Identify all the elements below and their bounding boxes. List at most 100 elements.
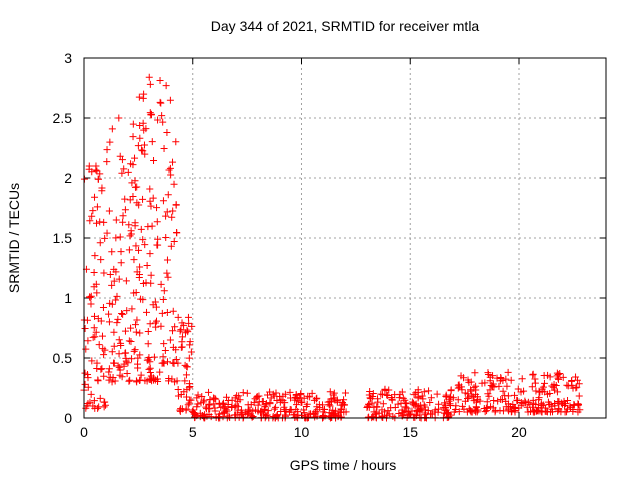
data-point: [147, 271, 155, 279]
y-tick-label: 1: [64, 290, 72, 306]
data-point: [529, 396, 537, 404]
data-point: [121, 327, 129, 335]
data-point: [100, 403, 108, 411]
data-point: [164, 377, 172, 385]
data-point: [92, 162, 100, 170]
data-point: [163, 269, 171, 277]
data-point: [540, 401, 548, 409]
data-point: [170, 238, 178, 246]
data-point: [108, 281, 116, 289]
data-point: [123, 369, 131, 377]
data-point: [302, 403, 310, 411]
data-point: [91, 193, 99, 201]
data-point: [161, 347, 169, 355]
data-point: [148, 222, 156, 230]
data-point: [422, 409, 430, 417]
data-point: [136, 376, 144, 384]
data-point: [174, 359, 182, 367]
data-point: [130, 289, 138, 297]
data-point: [185, 354, 193, 362]
data-point: [483, 404, 491, 412]
data-point: [273, 412, 281, 420]
data-point: [183, 326, 191, 334]
data-point: [101, 234, 109, 242]
data-point: [89, 402, 97, 410]
data-point: [272, 403, 280, 411]
data-point: [178, 319, 186, 327]
data-point: [564, 397, 572, 405]
data-point: [139, 94, 147, 102]
data-point: [266, 400, 274, 408]
data-point: [511, 406, 519, 414]
data-point: [503, 382, 511, 390]
data-point: [139, 279, 147, 287]
data-point: [94, 377, 102, 385]
data-point: [160, 287, 168, 295]
data-point: [196, 409, 204, 417]
data-point: [115, 336, 123, 344]
x-tick-label: 20: [511, 424, 527, 440]
data-point: [410, 413, 418, 421]
data-point: [146, 80, 154, 88]
data-point: [185, 384, 193, 392]
data-point: [513, 397, 521, 405]
data-point: [304, 392, 312, 400]
data-point: [491, 408, 499, 416]
data-point: [544, 371, 552, 379]
data-point: [128, 305, 136, 313]
data-point: [174, 386, 182, 394]
data-point: [129, 193, 137, 201]
data-point: [260, 410, 268, 418]
data-point: [106, 373, 114, 381]
data-point: [395, 410, 403, 418]
data-point: [127, 324, 135, 332]
data-point: [286, 394, 294, 402]
data-point: [144, 340, 152, 348]
data-point: [514, 385, 522, 393]
data-point: [435, 400, 443, 408]
data-point: [118, 309, 126, 317]
data-point: [188, 322, 196, 330]
data-point: [486, 386, 494, 394]
data-point: [156, 98, 164, 106]
data-point: [99, 345, 107, 353]
data-point: [297, 389, 305, 397]
data-point: [447, 411, 455, 419]
data-point: [487, 403, 495, 411]
data-point: [131, 183, 139, 191]
data-point: [121, 206, 129, 214]
data-point: [99, 304, 107, 312]
data-point: [141, 150, 149, 158]
data-point: [112, 296, 120, 304]
data-point: [399, 411, 407, 419]
data-point: [508, 407, 516, 415]
data-point: [136, 351, 144, 359]
data-point: [506, 403, 514, 411]
data-point: [505, 407, 513, 415]
data-point: [140, 126, 148, 134]
data-point: [106, 299, 114, 307]
data-point: [532, 387, 540, 395]
data-point: [381, 387, 389, 395]
data-point: [146, 364, 154, 372]
data-point: [253, 393, 261, 401]
data-point: [388, 396, 396, 404]
data-point: [373, 403, 381, 411]
data-point: [153, 241, 161, 249]
data-point: [106, 138, 114, 146]
data-point: [117, 259, 125, 267]
x-tick-label: 0: [80, 424, 88, 440]
data-point: [186, 341, 194, 349]
data-point: [93, 167, 101, 175]
data-point: [115, 114, 123, 122]
data-point: [84, 383, 92, 391]
data-point: [140, 141, 148, 149]
data-point: [458, 386, 466, 394]
data-point: [294, 397, 302, 405]
data-point: [137, 371, 145, 379]
data-point: [105, 368, 113, 376]
data-point: [501, 392, 509, 400]
data-point: [86, 217, 94, 225]
data-point: [378, 413, 386, 421]
axis-ticks: 0 5 10 15 20 0 0.5 1 1.5 2 2.5 3: [53, 50, 606, 440]
